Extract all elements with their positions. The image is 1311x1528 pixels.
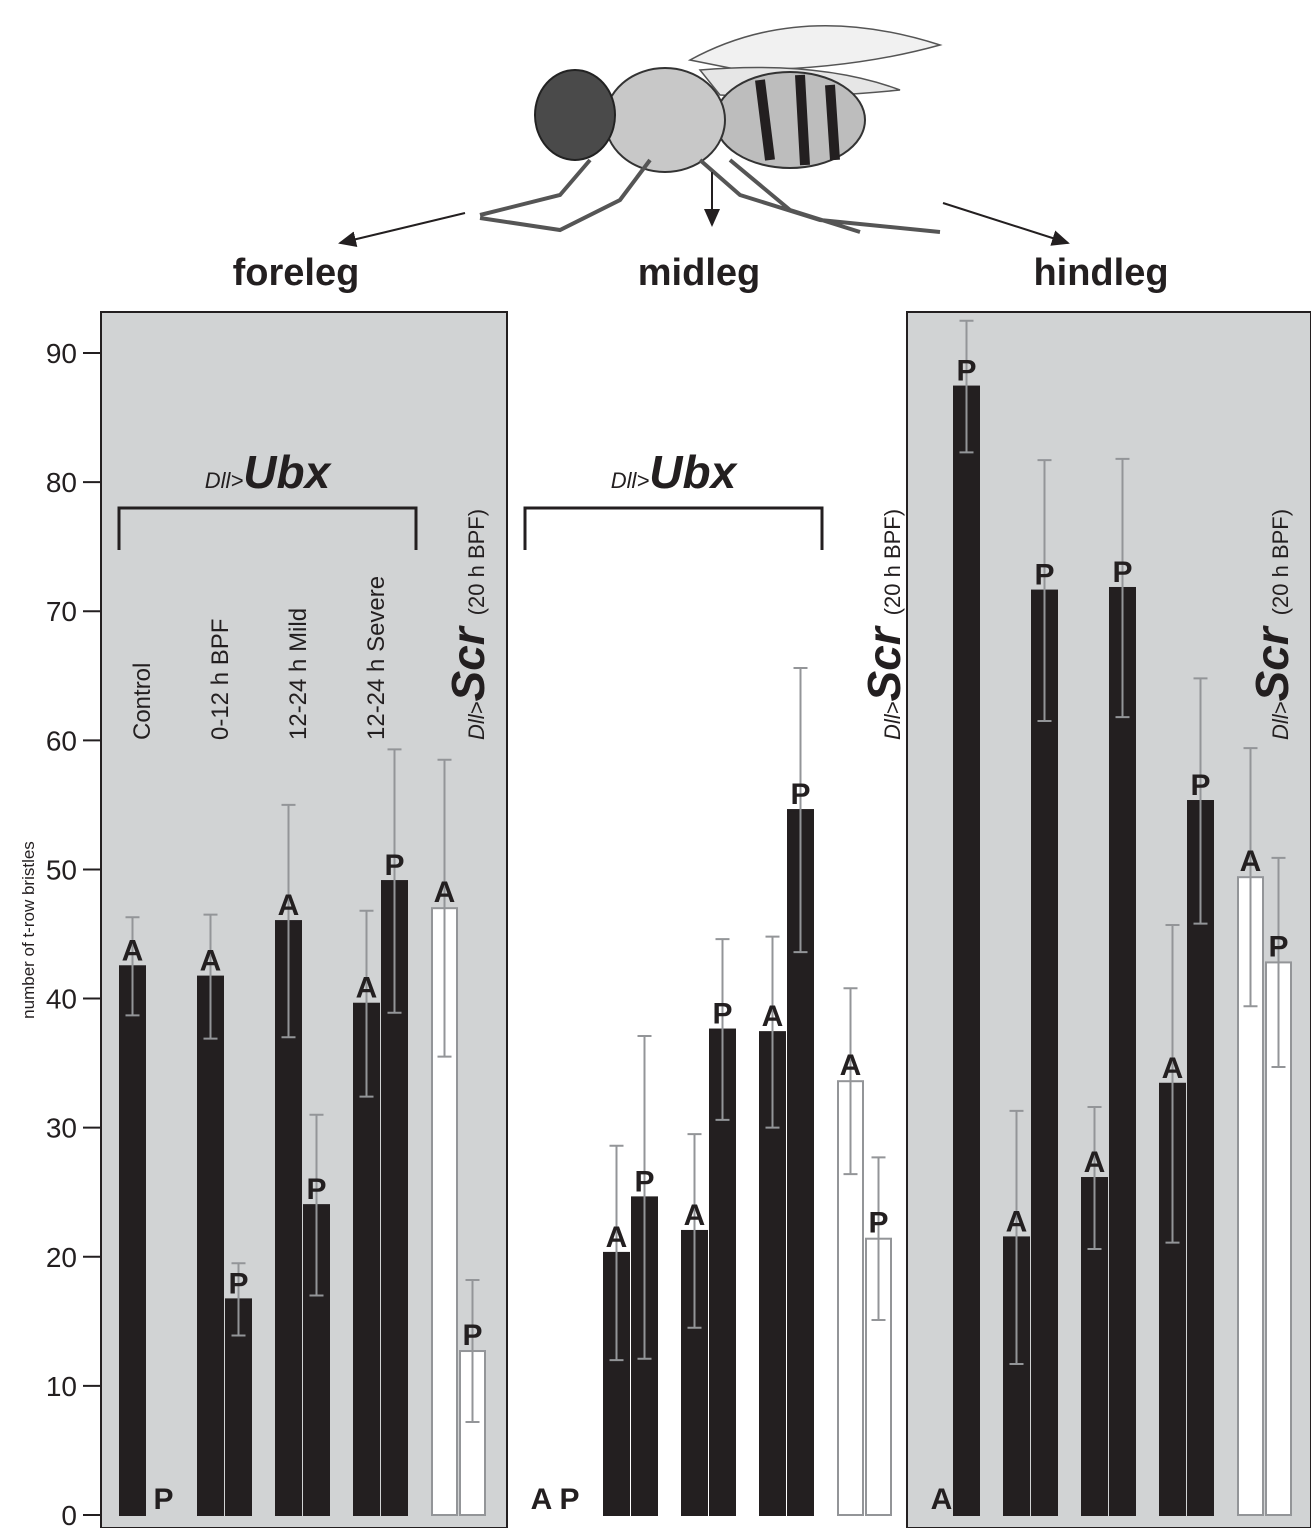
group-label: Control bbox=[129, 663, 156, 740]
panel-title: midleg bbox=[638, 252, 760, 294]
bar-label: A bbox=[1084, 1146, 1106, 1179]
bar-label: A bbox=[1240, 845, 1262, 878]
bar-label: P bbox=[306, 1173, 326, 1206]
bar-label: A bbox=[200, 945, 222, 978]
bar-label: A bbox=[840, 1049, 862, 1082]
bracket bbox=[525, 508, 822, 550]
bar-label: P bbox=[868, 1207, 888, 1240]
y-tick-label: 90 bbox=[46, 338, 77, 369]
bar bbox=[1032, 591, 1057, 1515]
bar-label: P bbox=[956, 355, 976, 388]
fly-illustration bbox=[480, 26, 940, 232]
bar-label: P bbox=[790, 778, 810, 811]
y-tick-label: 80 bbox=[46, 467, 77, 498]
annotation: Dll>Scr (20 h BPF) bbox=[858, 509, 910, 740]
bar-label: P bbox=[634, 1165, 654, 1198]
group-label: 12-24 h Severe bbox=[363, 576, 390, 740]
bar-label: A bbox=[356, 972, 378, 1005]
y-tick-label: 50 bbox=[46, 854, 77, 885]
annotation-prefix: Dll> bbox=[1268, 701, 1293, 740]
bar-label: P bbox=[1190, 769, 1210, 802]
annotation-prefix: Dll> bbox=[464, 701, 489, 740]
annotation-gene: Scr bbox=[1246, 625, 1298, 701]
bar-label: A bbox=[931, 1483, 953, 1516]
panel-title: foreleg bbox=[233, 252, 360, 294]
annotation: Dll>Ubx bbox=[611, 446, 739, 498]
annotation-prefix: Dll> bbox=[205, 468, 244, 493]
annotation-gene: Ubx bbox=[649, 446, 738, 498]
bar-label: A bbox=[122, 934, 144, 967]
bar-label: A bbox=[762, 1000, 784, 1033]
bar-label: P bbox=[462, 1319, 482, 1352]
bar-label: A bbox=[606, 1221, 628, 1254]
bar-label: P bbox=[384, 849, 404, 882]
bar bbox=[1110, 588, 1135, 1515]
bar-label: A bbox=[684, 1199, 706, 1232]
bar-label: A bbox=[1162, 1052, 1184, 1085]
bar-label: P bbox=[712, 998, 732, 1031]
bar bbox=[120, 966, 145, 1515]
y-tick-label: 60 bbox=[46, 725, 77, 756]
bar-label: A bbox=[434, 876, 456, 909]
bar-label: A bbox=[531, 1483, 553, 1516]
group-label: 0-12 h BPF bbox=[207, 619, 234, 740]
bar-label: P bbox=[559, 1483, 579, 1516]
arrow bbox=[943, 203, 1068, 243]
bar bbox=[954, 387, 979, 1515]
group-label: 12-24 h Mild bbox=[285, 608, 312, 740]
annotation-suffix: (20 h BPF) bbox=[1268, 509, 1293, 615]
y-tick-label: 40 bbox=[46, 984, 77, 1015]
annotation-suffix: (20 h BPF) bbox=[880, 509, 905, 615]
bar-label: P bbox=[1034, 559, 1054, 592]
bar-label: P bbox=[1268, 930, 1288, 963]
y-axis-label: number of t-row bristles bbox=[19, 841, 38, 1019]
bar-label: A bbox=[1006, 1205, 1028, 1238]
chart: forelegDll>UbxDll>Scr(20 h BPF)ControlAP… bbox=[0, 0, 1311, 1528]
arrow bbox=[340, 213, 465, 243]
annotation-gene: Scr bbox=[442, 625, 494, 701]
y-tick-label: 0 bbox=[61, 1500, 77, 1528]
bar bbox=[198, 977, 223, 1515]
y-tick-label: 10 bbox=[46, 1371, 77, 1402]
y-tick-label: 30 bbox=[46, 1113, 77, 1144]
bar-label: P bbox=[1112, 556, 1132, 589]
annotation-suffix: (20 h BPF) bbox=[464, 509, 489, 615]
annotation-gene: Ubx bbox=[243, 446, 332, 498]
bar-label: P bbox=[228, 1267, 248, 1300]
annotation-gene: Scr bbox=[858, 625, 910, 701]
annotation-prefix: Dll> bbox=[611, 468, 650, 493]
y-tick-label: 20 bbox=[46, 1242, 77, 1273]
bar-label: A bbox=[278, 889, 300, 922]
bar-label: P bbox=[153, 1483, 173, 1516]
annotation-prefix: Dll> bbox=[880, 701, 905, 740]
y-tick-label: 70 bbox=[46, 596, 77, 627]
panel-title: hindleg bbox=[1033, 252, 1168, 294]
page: {"chart_data": {"type": "grouped-bar", "… bbox=[0, 0, 1311, 1528]
